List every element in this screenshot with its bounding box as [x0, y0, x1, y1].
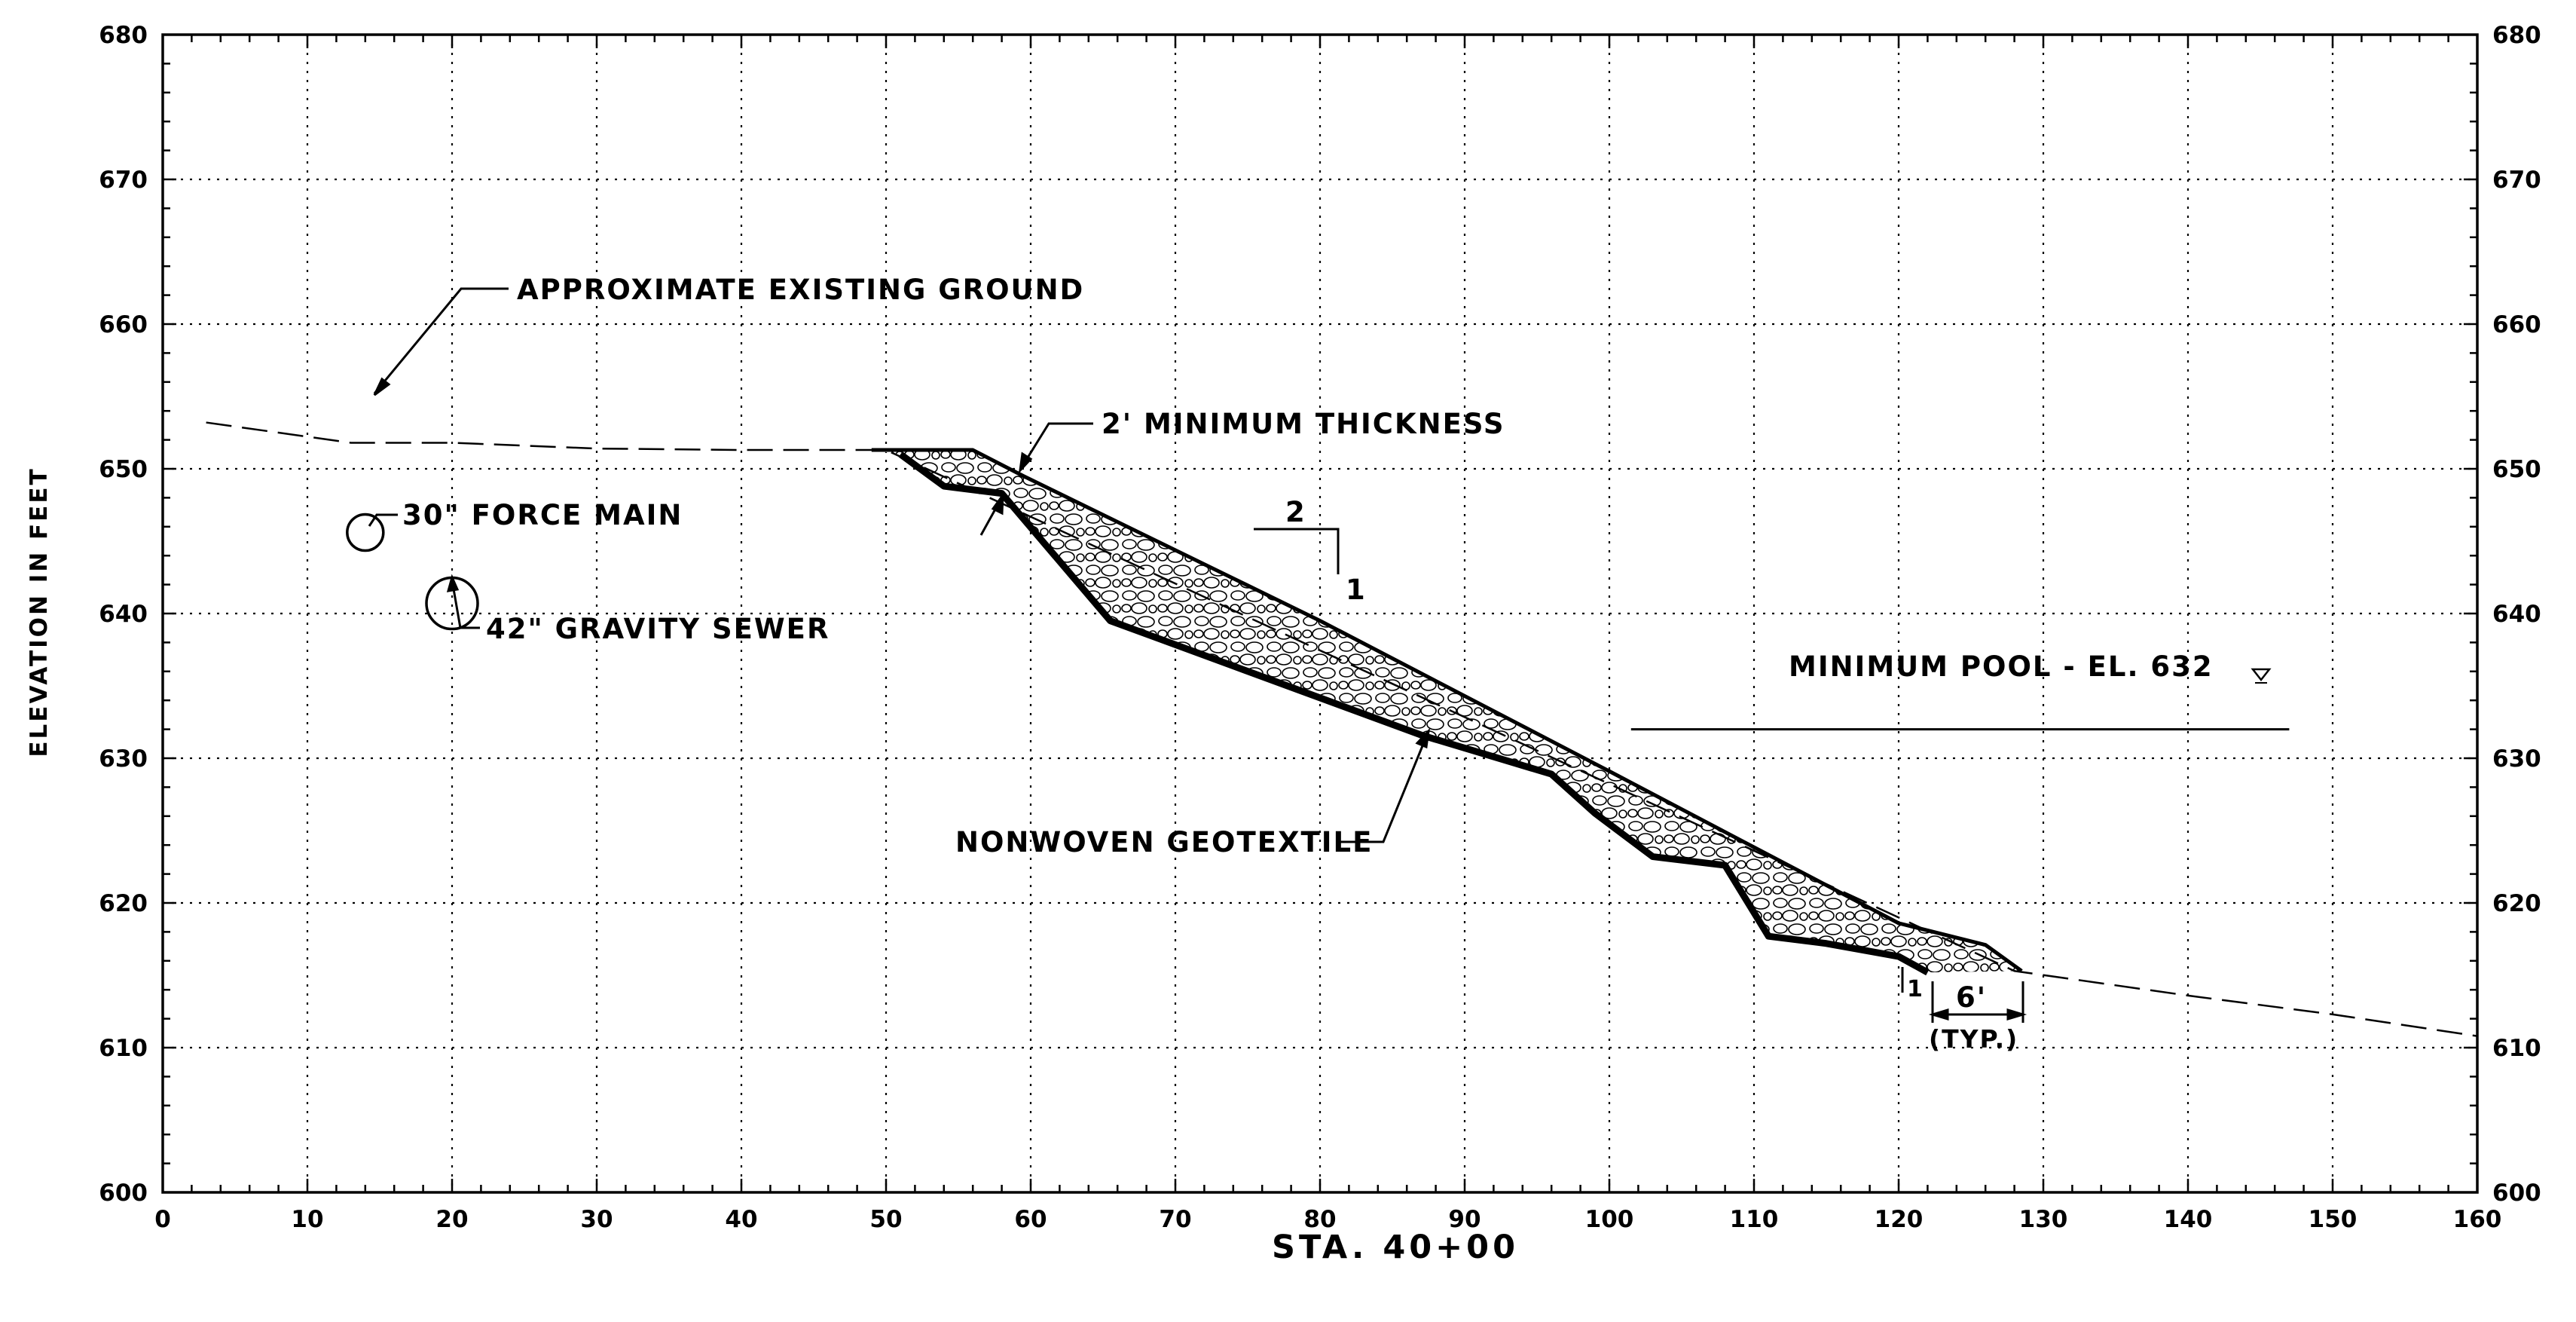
x-tick-label: 50 [869, 1206, 902, 1233]
y-tick-label: 650 [2492, 456, 2541, 483]
leader-arrowhead [1415, 727, 1431, 749]
leader-arrowhead [446, 574, 460, 592]
leader-arrowhead [373, 377, 391, 396]
slope-triangle [1254, 528, 1340, 574]
dim-arrowhead [2006, 1008, 2027, 1021]
slope-rise-label: 1 [1346, 574, 1367, 606]
y-tick-label: 600 [99, 1180, 148, 1207]
x-tick-label: 10 [291, 1206, 323, 1233]
riprap-bottom-line [898, 451, 1930, 976]
y-tick-label: 650 [99, 456, 148, 483]
force-main-note: 30" FORCE MAIN [402, 499, 683, 531]
station-label: STA. 40+00 [1272, 1229, 1519, 1266]
x-tick-label: 0 [154, 1206, 171, 1233]
force-main-leader [368, 513, 398, 527]
y-tick-label: 630 [2492, 745, 2541, 773]
min-thickness-leader [1020, 422, 1093, 468]
y-tick-label: 630 [99, 745, 148, 773]
y-tick-label: 610 [2492, 1035, 2541, 1062]
existing-ground-leader [373, 287, 509, 394]
y-tick-label: 610 [99, 1035, 148, 1062]
geotextile-note: NONWOVEN GEOTEXTILE [955, 826, 1373, 858]
x-axis-labels: 0 10 20 30 40 50 60 70 80 90 100 110 120… [154, 1206, 2501, 1233]
y-tick-label: 620 [99, 890, 148, 917]
leader-arrowhead [991, 491, 1004, 516]
y-tick-label: 670 [2492, 167, 2541, 194]
slope-run-label: 2 [1285, 496, 1306, 528]
force-main-pipe [346, 513, 385, 552]
axis-ticks [161, 33, 2479, 1194]
toe-typ-label: (TYP.) [1929, 1024, 2018, 1054]
riprap-top-line [871, 448, 2023, 973]
x-tick-label: 120 [1875, 1206, 1924, 1233]
min-thickness-note: 2' MINIMUM THICKNESS [1102, 408, 1505, 440]
x-tick-label: 110 [1730, 1206, 1779, 1233]
x-tick-label: 30 [580, 1206, 613, 1233]
y-tick-label: 680 [2492, 22, 2541, 49]
annotations [368, 287, 2272, 1023]
y-tick-label: 670 [99, 167, 148, 194]
y-tick-label: 680 [99, 22, 148, 49]
y-tick-label: 660 [99, 311, 148, 338]
existing-ground-line [206, 421, 2478, 1037]
note-labels: APPROXIMATE EXISTING GROUND 2' MINIMUM T… [402, 274, 2214, 1054]
x-tick-label: 60 [1014, 1206, 1047, 1233]
toe-rise-label: 1 [1907, 976, 1924, 1002]
gravity-sewer-note: 42" GRAVITY SEWER [486, 613, 830, 645]
y-axis-labels-right: 600 610 620 630 640 650 660 670 680 [2492, 22, 2541, 1207]
x-tick-label: 20 [435, 1206, 468, 1233]
gravity-sewer-leader [451, 580, 480, 629]
x-tick-label: 150 [2309, 1206, 2358, 1233]
y-tick-label: 620 [2492, 890, 2541, 917]
y-axis-title: ELEVATION IN FEET [26, 467, 53, 757]
y-tick-label: 600 [2492, 1180, 2541, 1207]
dim-arrowhead [1928, 1008, 1949, 1021]
geotextile-leader [1340, 734, 1429, 843]
water-surface-icon [2251, 668, 2272, 682]
x-tick-label: 80 [1303, 1206, 1336, 1233]
y-tick-label: 640 [2492, 601, 2541, 628]
leader-arrowhead [1018, 451, 1033, 474]
y-tick-label: 640 [99, 601, 148, 628]
x-tick-label: 70 [1159, 1206, 1191, 1233]
toe-width-label: 6' [1956, 981, 1987, 1014]
minimum-pool-note: MINIMUM POOL - EL. 632 [1789, 650, 2214, 683]
y-axis-labels-left: 600 610 620 630 640 650 660 670 680 [99, 22, 148, 1207]
y-tick-label: 660 [2492, 311, 2541, 338]
existing-ground-note: APPROXIMATE EXISTING GROUND [517, 274, 1084, 306]
x-tick-label: 130 [2019, 1206, 2068, 1233]
x-tick-label: 90 [1448, 1206, 1481, 1233]
x-tick-label: 160 [2453, 1206, 2502, 1233]
x-tick-label: 40 [725, 1206, 757, 1233]
x-tick-label: 100 [1585, 1206, 1634, 1233]
x-tick-label: 140 [2164, 1206, 2213, 1233]
